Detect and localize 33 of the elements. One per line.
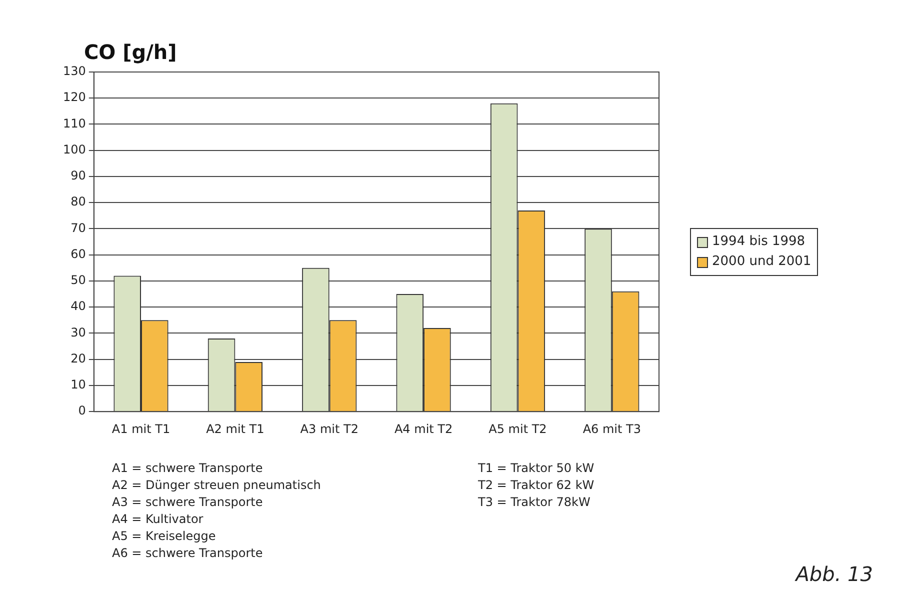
text: T1 = Traktor 50 kW xyxy=(478,460,594,477)
text: A6 = schwere Transporte xyxy=(112,545,263,562)
y-tick-label: 30 xyxy=(70,325,86,340)
y-tick-label: 90 xyxy=(70,168,86,183)
text: T2 = Traktor 62 kW xyxy=(478,477,594,494)
y-tick-label: 10 xyxy=(70,378,86,392)
x-tick-label: A4 mit T2 xyxy=(394,422,453,436)
text: A3 = schwere Transporte xyxy=(112,494,263,511)
y-tick-label: 130 xyxy=(63,64,86,78)
text: A2 = Dünger streuen pneumatisch xyxy=(112,477,321,494)
chart-title: CO [g/h] xyxy=(84,40,177,64)
x-tick-label: A2 mit T1 xyxy=(206,422,264,436)
y-tick-label: 100 xyxy=(63,142,86,156)
y-tick-label: 0 xyxy=(78,404,86,418)
x-tick-label: A5 mit T2 xyxy=(488,422,547,436)
y-tick-label: 60 xyxy=(70,246,86,261)
y-tick-label: 20 xyxy=(70,351,86,366)
legend-label: 2000 und 2001 xyxy=(712,253,812,271)
caption: Abb. 13 xyxy=(796,562,873,586)
legend-label: 1994 bis 1998 xyxy=(712,233,806,251)
y-tick-label: 70 xyxy=(70,220,86,235)
y-tick-label: 80 xyxy=(70,194,86,209)
y-tick-label: 110 xyxy=(63,116,86,130)
y-tick-label: 50 xyxy=(70,273,86,288)
x-tick-label: A6 mit T3 xyxy=(582,422,641,436)
text: T3 = Traktor 78kW xyxy=(478,494,590,511)
y-tick-label: 40 xyxy=(70,299,86,314)
text: A1 = schwere Transporte xyxy=(112,460,263,477)
y-tick-label: 120 xyxy=(63,90,86,104)
text: A5 = Kreiselegge xyxy=(112,528,216,545)
x-tick-label: A3 mit T2 xyxy=(300,422,358,436)
x-tick-label: A1 mit T1 xyxy=(112,422,170,436)
text: A4 = Kultivator xyxy=(112,511,204,528)
